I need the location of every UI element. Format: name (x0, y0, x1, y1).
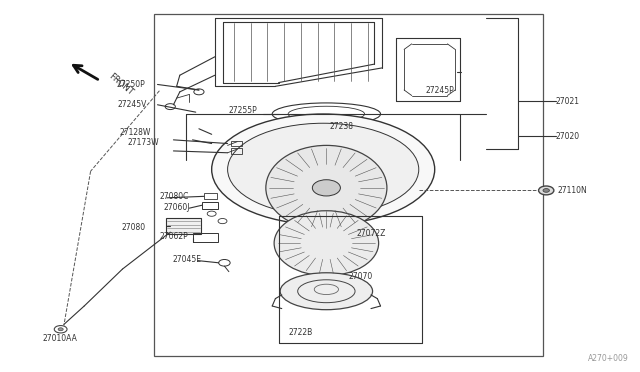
Text: 27128W: 27128W (119, 128, 150, 137)
Text: 27072Z: 27072Z (357, 230, 387, 238)
Ellipse shape (266, 145, 387, 230)
Bar (231, 141, 243, 146)
Text: A270+009: A270+009 (588, 354, 629, 363)
Circle shape (58, 328, 63, 331)
Bar (231, 148, 243, 154)
Text: 27250P: 27250P (116, 80, 145, 89)
Ellipse shape (274, 211, 379, 276)
Text: 27062P: 27062P (159, 232, 188, 241)
Text: 27010AA: 27010AA (43, 334, 77, 343)
Text: 2722B: 2722B (288, 328, 312, 337)
Text: 27020: 27020 (556, 132, 580, 141)
Text: FRONT: FRONT (106, 72, 134, 97)
Circle shape (312, 180, 340, 196)
Bar (154, 14, 543, 356)
Text: 27255P: 27255P (228, 106, 257, 115)
Ellipse shape (228, 123, 419, 215)
Circle shape (539, 186, 554, 195)
Ellipse shape (212, 114, 435, 225)
Text: 27245V: 27245V (117, 100, 147, 109)
Text: 27070: 27070 (349, 272, 373, 281)
Text: 27173W: 27173W (127, 138, 159, 147)
FancyBboxPatch shape (166, 218, 201, 234)
Ellipse shape (280, 273, 372, 310)
Text: 27080: 27080 (121, 223, 145, 232)
Text: 27110N: 27110N (557, 186, 587, 195)
Circle shape (543, 189, 549, 192)
Text: 27045E: 27045E (172, 254, 201, 264)
Text: 27080C: 27080C (159, 192, 189, 201)
Text: 27060J: 27060J (164, 202, 190, 212)
Text: 27245P: 27245P (425, 86, 454, 95)
Text: 27021: 27021 (556, 97, 580, 106)
Text: 27238: 27238 (330, 122, 353, 131)
